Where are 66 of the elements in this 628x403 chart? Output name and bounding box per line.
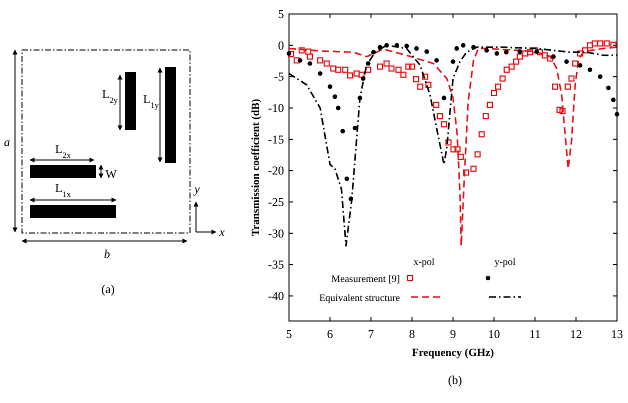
x-tick-label: 6 bbox=[327, 327, 333, 341]
point bbox=[598, 74, 602, 79]
y-tick-label: -30 bbox=[268, 226, 284, 240]
point bbox=[332, 94, 338, 99]
text: L$_{2y}$ bbox=[102, 87, 119, 104]
text: a bbox=[4, 135, 10, 149]
annotation: x-pol bbox=[413, 257, 435, 268]
y-tick-label: -40 bbox=[268, 288, 284, 303]
text: L$_{1x}$ bbox=[55, 181, 72, 198]
point bbox=[286, 51, 292, 56]
point bbox=[534, 49, 539, 54]
point bbox=[424, 49, 430, 54]
text: (b) bbox=[448, 373, 462, 387]
y-tick-label: -10 bbox=[268, 100, 284, 115]
point bbox=[504, 50, 509, 55]
x-tick-label: 12 bbox=[570, 327, 582, 341]
point bbox=[298, 58, 302, 63]
point bbox=[308, 61, 312, 66]
x-tick-label: 7 bbox=[368, 327, 374, 341]
point bbox=[336, 106, 340, 110]
legend-label: Measurement [9] bbox=[331, 274, 400, 285]
point bbox=[344, 176, 350, 182]
point bbox=[606, 86, 611, 90]
x-tick-label: 11 bbox=[529, 327, 541, 341]
y-tick-label: 5 bbox=[278, 7, 284, 21]
point bbox=[484, 48, 489, 53]
point bbox=[611, 98, 616, 102]
text: y bbox=[193, 182, 200, 196]
point bbox=[318, 71, 322, 76]
point bbox=[460, 43, 466, 48]
point bbox=[454, 46, 459, 51]
point bbox=[450, 59, 456, 64]
text: L$_{2x}$ bbox=[55, 142, 72, 160]
x-axis-title: Frequency (GHz) bbox=[412, 347, 494, 359]
y-tick-label: -20 bbox=[268, 164, 284, 178]
point bbox=[564, 59, 569, 64]
point bbox=[414, 46, 419, 51]
point bbox=[352, 126, 358, 130]
text: x bbox=[218, 225, 226, 239]
text: W bbox=[105, 167, 118, 181]
point bbox=[494, 51, 500, 56]
point bbox=[340, 128, 346, 134]
point bbox=[588, 67, 592, 72]
y-axis-title: Transmission coefficient (dB) bbox=[250, 98, 262, 236]
text: (a) bbox=[101, 282, 115, 296]
x-tick-label: 10 bbox=[488, 327, 500, 341]
text: b bbox=[104, 247, 110, 261]
x-tick-label: 8 bbox=[409, 327, 415, 341]
point bbox=[578, 63, 582, 68]
legend-label: Equivalent structure bbox=[319, 293, 401, 304]
point bbox=[434, 58, 439, 63]
point bbox=[551, 54, 556, 59]
annotation: y-pol bbox=[494, 257, 516, 268]
x-tick-label: 13 bbox=[611, 327, 623, 341]
point bbox=[442, 96, 446, 100]
point bbox=[328, 84, 332, 89]
point bbox=[404, 44, 409, 48]
y-tick-label: -35 bbox=[268, 258, 284, 272]
text: L$_{1y}$ bbox=[143, 92, 160, 110]
y-tick-label: -25 bbox=[268, 194, 284, 209]
point bbox=[614, 112, 620, 117]
point bbox=[518, 49, 522, 54]
y-tick-label: -5 bbox=[274, 70, 284, 84]
y-tick-label: 0 bbox=[278, 38, 284, 52]
x-tick-label: 9 bbox=[450, 327, 456, 341]
y-tick-label: -15 bbox=[268, 132, 284, 146]
